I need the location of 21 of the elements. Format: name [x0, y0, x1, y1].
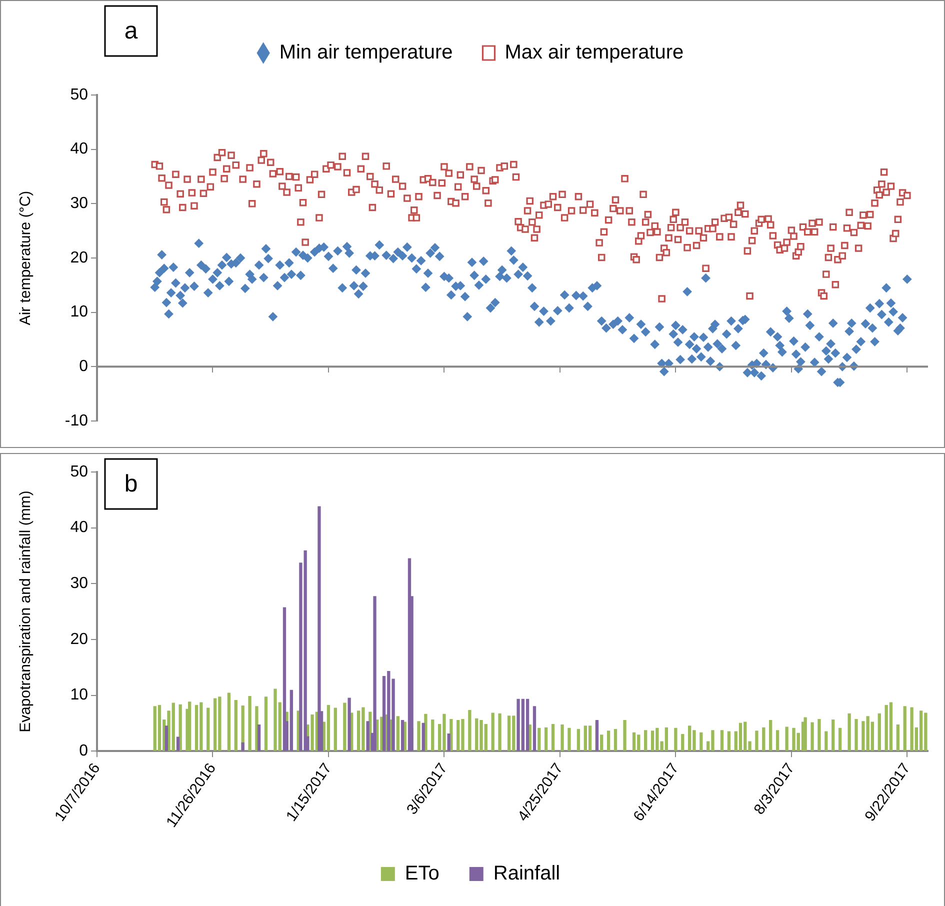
y-tick-label: 20: [70, 249, 88, 266]
y-tick-label: 30: [70, 575, 88, 592]
y-tick-label: 0: [79, 742, 88, 760]
y-tick-label: 0: [79, 358, 88, 376]
legend-label: Rainfall: [493, 862, 560, 885]
legend-label: ETo: [404, 862, 440, 885]
y-tick-label: 50: [70, 86, 88, 104]
y-tick-label: -10: [64, 412, 88, 430]
text: a: [124, 18, 138, 45]
y-axis-title: Air temperature (°C): [17, 190, 34, 326]
legend-label: Min air temperature: [279, 42, 453, 64]
y-tick-label: 30: [70, 195, 88, 212]
y-tick-label: 20: [70, 630, 88, 648]
legend-label: Max air temperature: [504, 42, 684, 64]
y-axis-title: Evapotranspiration and rainfall (mm): [17, 490, 34, 732]
y-tick-label: 10: [70, 304, 88, 321]
y-tick-label: 40: [70, 519, 88, 536]
y-tick-label: 40: [70, 140, 88, 158]
y-tick-label: 10: [70, 686, 88, 704]
annotation: b: [124, 470, 138, 498]
y-tick-label: 50: [70, 463, 88, 480]
